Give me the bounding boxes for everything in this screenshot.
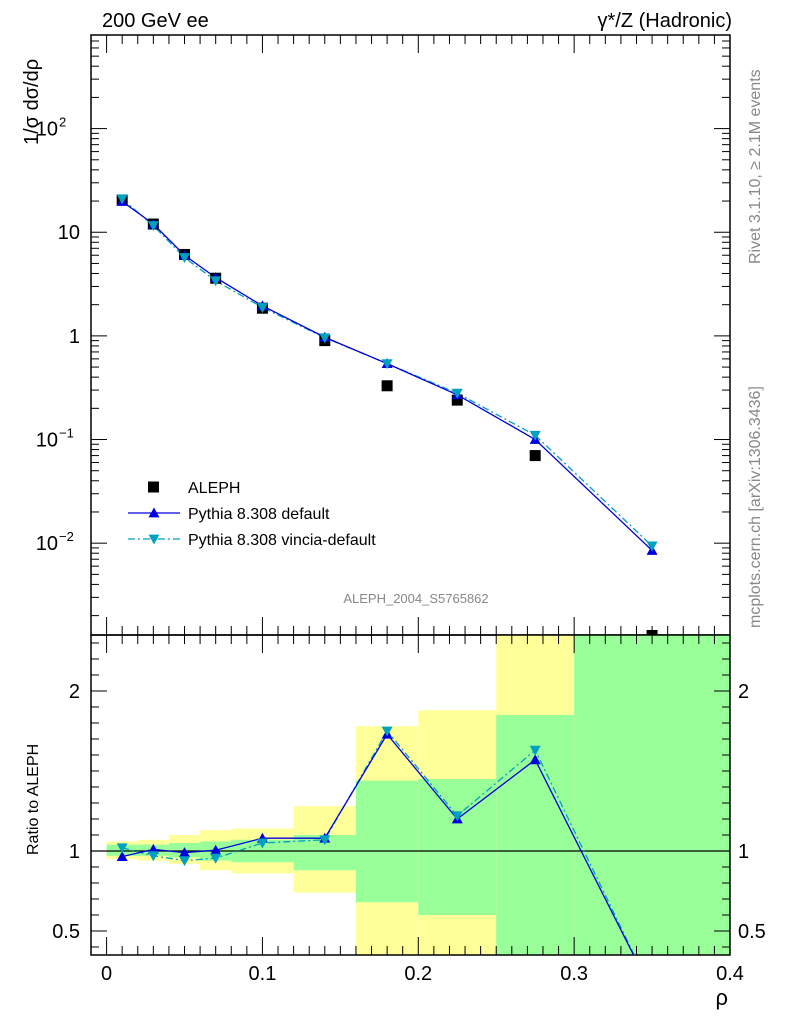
x-tick-label-4: 0.4 [716, 963, 744, 985]
main-ytick-label-2: 1 [69, 326, 80, 348]
vincia-point-9 [646, 541, 658, 552]
main-ytick-label-0: 10 [36, 119, 58, 141]
vincia-point-7 [451, 388, 463, 399]
legend-label-2: Pythia 8.308 vincia-default [188, 532, 376, 549]
main-ytick-exp-4: −2 [59, 529, 74, 544]
ratio-vincia-point-5 [319, 835, 331, 846]
band-inner-9 [574, 635, 730, 955]
default-line [121, 200, 653, 551]
ratio-vincia-line [122, 729, 635, 955]
vincia-point-4 [256, 303, 268, 313]
vincia-point-2 [179, 253, 191, 264]
header-left: 200 GeV ee [102, 10, 209, 32]
rivet-label: Rivet 3.1.10, ≥ 2.1M events [747, 69, 764, 264]
ratio-ytick-label-1: 1 [69, 841, 80, 863]
x-tick-label-1: 0.1 [249, 963, 277, 985]
ratio-default-point-3 [210, 844, 222, 855]
ratio-ytick-label-0: 0.5 [52, 921, 80, 943]
header-right: γ*/Z (Hadronic) [598, 10, 732, 32]
ratio-ytick-label-right-2: 2 [738, 681, 749, 703]
ratio-ytick-label-right-0: 0.5 [738, 921, 766, 943]
ratio-default-line [122, 733, 635, 955]
legend-default-marker [148, 507, 160, 518]
ratio-vincia-point-4 [256, 838, 268, 849]
mcplots-label: mcplots.cern.ch [arXiv:1306.3436] [747, 386, 764, 628]
x-axis-label: ρ [715, 985, 728, 1010]
main-ylabel: 1/σ dσ/dρ [21, 59, 43, 145]
vincia-point-6 [381, 359, 393, 370]
analysis-label: ALEPH_2004_S5765862 [343, 591, 488, 606]
ratio-ytick-label-right-1: 1 [738, 841, 749, 863]
ratio-vincia-point-1 [147, 851, 159, 862]
legend: ALEPH Pythia 8.308 default Pythia 8.308 vi… [128, 480, 376, 549]
ratio-default-point-8 [529, 754, 541, 765]
x-tick-label-0: 0 [101, 963, 112, 985]
main-series [116, 194, 658, 635]
main-ytick-label-3: 10 [36, 430, 58, 452]
ratio-vincia-point-8 [529, 745, 541, 756]
aleph-point-8 [529, 450, 541, 462]
band-inner-6 [355, 780, 419, 903]
aleph-point-6 [381, 380, 393, 392]
ratio-vincia-point-7 [451, 811, 463, 822]
ratio-default-point-2 [179, 847, 191, 857]
ratio-vincia-point-3 [210, 853, 222, 864]
main-ytick-exp-3: −1 [59, 426, 74, 441]
vincia-line [121, 198, 653, 547]
ratio-ytick-label-2: 2 [69, 681, 80, 703]
aleph-point-9 [646, 630, 658, 635]
ratio-vincia-point-0 [116, 843, 128, 854]
main-ytick-label-1: 10 [58, 222, 80, 244]
vincia-point-3 [210, 276, 222, 287]
legend-label-1: Pythia 8.308 default [188, 506, 330, 523]
ratio-vincia-point-6 [381, 726, 393, 737]
main-ytick-label-4: 10 [36, 533, 58, 555]
vincia-point-8 [529, 430, 541, 441]
legend-vincia-marker [148, 534, 160, 545]
ratio-bands [90, 634, 731, 956]
vincia-point-0 [116, 194, 128, 205]
main-frame [90, 34, 731, 636]
legend-label-0: ALEPH [188, 480, 240, 497]
ratio-frame [90, 634, 731, 956]
vincia-point-5 [319, 333, 331, 344]
x-tick-label-3: 0.3 [560, 963, 588, 985]
ratio-series [116, 726, 635, 955]
ratio-default-point-0 [116, 851, 128, 861]
ratio-panel: 0 0.1 0.2 0.3 0.4 0.5 0.5 1 1 2 2 Ratio to ALEPH ρ [25, 634, 766, 1010]
ratio-default-point-1 [147, 843, 159, 854]
aleph-point-7 [451, 394, 463, 406]
x-tick-label-2: 0.2 [404, 963, 432, 985]
main-ytick-exp-0: 2 [59, 115, 66, 130]
main-plot-area [90, 34, 731, 636]
band-inner-7 [418, 779, 497, 915]
legend-aleph-marker [148, 481, 159, 493]
ratio-vincia-point-2 [179, 856, 191, 867]
vincia-point-1 [147, 221, 159, 232]
ratio-ylabel: Ratio to ALEPH [25, 744, 42, 855]
